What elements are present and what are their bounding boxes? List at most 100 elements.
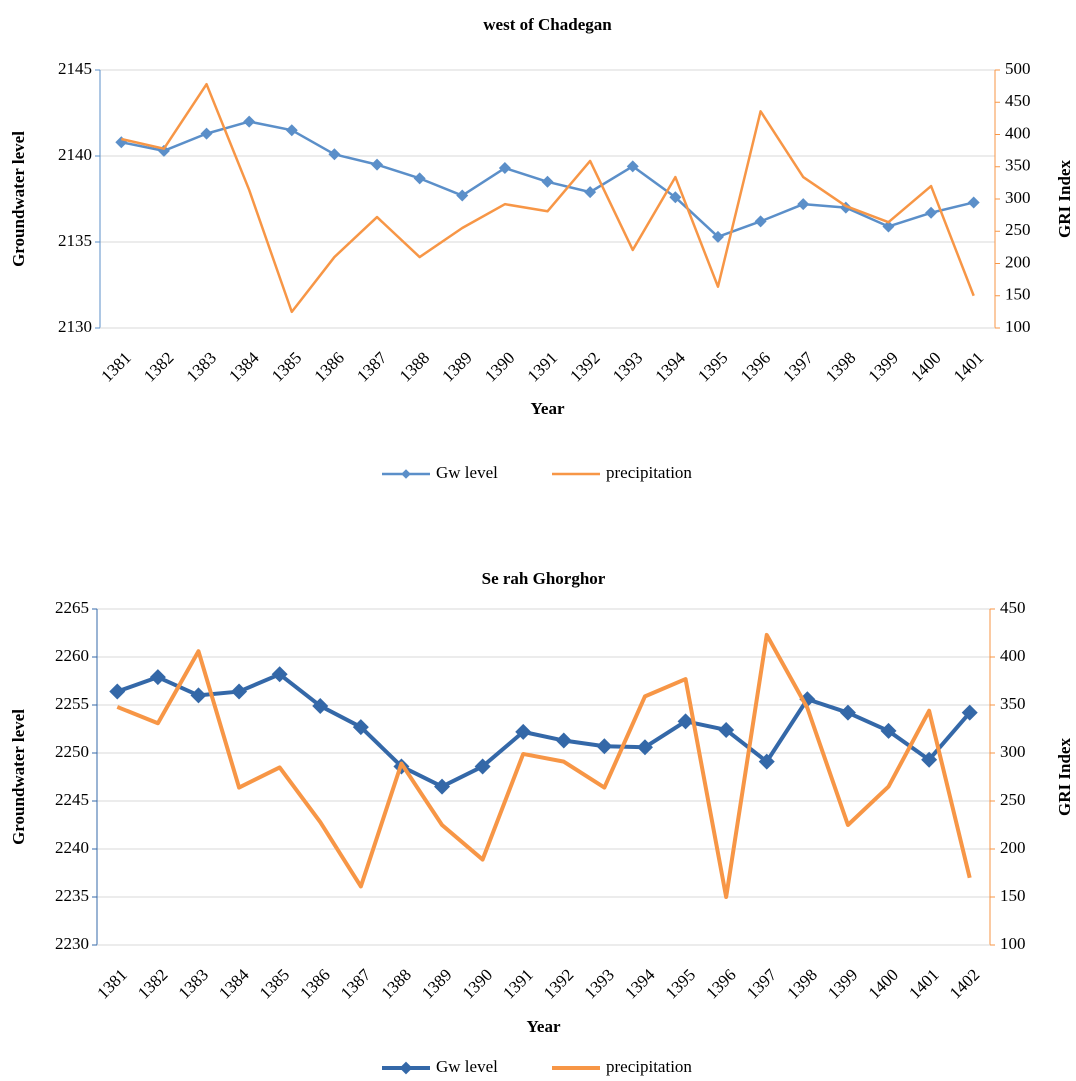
x-tick-label: 1381 xyxy=(93,965,130,1002)
legend-label: precipitation xyxy=(606,463,692,482)
marker xyxy=(456,189,469,202)
x-tick-label: 1391 xyxy=(524,348,561,385)
x-tick-label: 1402 xyxy=(946,965,983,1002)
marker xyxy=(271,666,288,683)
y2-tick-label: 450 xyxy=(1005,91,1031,110)
y2-tick-label: 200 xyxy=(1000,838,1026,857)
marker xyxy=(584,186,597,199)
x-tick-label: 1399 xyxy=(824,965,861,1002)
marker xyxy=(718,721,735,738)
marker xyxy=(115,136,128,149)
x-tick-label: 1390 xyxy=(481,348,518,385)
y2-tick-label: 400 xyxy=(1000,646,1026,665)
y-tick-label: 2265 xyxy=(55,598,89,617)
marker xyxy=(669,191,682,204)
y2-axis-title: GRI Index xyxy=(1055,738,1074,816)
marker xyxy=(711,230,724,243)
x-tick-label: 1393 xyxy=(609,348,646,385)
series-line xyxy=(121,82,975,314)
series-line xyxy=(116,672,972,789)
marker xyxy=(190,687,207,704)
marker xyxy=(677,713,694,730)
x-tick-label: 1394 xyxy=(651,348,689,386)
x-tick-label: 1390 xyxy=(459,965,496,1002)
y2-tick-label: 250 xyxy=(1005,220,1031,239)
y2-tick-label: 150 xyxy=(1005,285,1031,304)
x-tick-label: 1392 xyxy=(566,348,603,385)
marker xyxy=(109,683,126,700)
y2-axis-title: GRI Index xyxy=(1055,160,1074,238)
marker xyxy=(231,683,248,700)
x-tick-label: 1395 xyxy=(662,965,699,1002)
y-tick-label: 2260 xyxy=(55,646,89,665)
y2-tick-label: 250 xyxy=(1000,790,1026,809)
y-tick-label: 2130 xyxy=(58,317,92,336)
x-tick-label: 1389 xyxy=(438,348,475,385)
y2-tick-label: 400 xyxy=(1005,123,1031,142)
x-tick-label: 1387 xyxy=(337,965,375,1003)
x-tick-label: 1387 xyxy=(353,348,391,386)
marker xyxy=(626,160,639,173)
marker xyxy=(474,758,491,775)
x-axis-title: Year xyxy=(527,1017,561,1036)
x-tick-label: 1394 xyxy=(621,965,659,1003)
y2-tick-label: 300 xyxy=(1005,188,1031,207)
y-tick-label: 2230 xyxy=(55,934,89,953)
x-tick-label: 1398 xyxy=(822,348,859,385)
marker xyxy=(758,753,775,770)
y-tick-label: 2235 xyxy=(55,886,89,905)
x-tick-label: 1382 xyxy=(140,348,177,385)
x-tick-label: 1384 xyxy=(225,348,263,386)
series-line xyxy=(116,632,972,899)
x-axis-title: Year xyxy=(531,399,565,418)
y2-tick-label: 300 xyxy=(1000,742,1026,761)
marker xyxy=(285,124,298,137)
x-tick-label: 1392 xyxy=(540,965,577,1002)
marker xyxy=(352,719,369,736)
x-tick-label: 1381 xyxy=(97,348,134,385)
legend-marker xyxy=(401,469,411,479)
x-tick-label: 1399 xyxy=(865,348,902,385)
marker xyxy=(434,778,451,795)
x-tick-label: 1388 xyxy=(396,348,433,385)
y-axis-title: Groundwater level xyxy=(9,709,28,845)
x-tick-label: 1382 xyxy=(134,965,171,1002)
marker xyxy=(880,722,897,739)
marker xyxy=(541,175,554,188)
y-tick-label: 2145 xyxy=(58,59,92,78)
y2-tick-label: 450 xyxy=(1000,598,1026,617)
x-tick-label: 1385 xyxy=(268,348,305,385)
x-tick-label: 1393 xyxy=(581,965,618,1002)
x-tick-label: 1391 xyxy=(499,965,536,1002)
y2-tick-label: 350 xyxy=(1000,694,1026,713)
y-tick-label: 2250 xyxy=(55,742,89,761)
marker xyxy=(961,704,978,721)
y-tick-label: 2140 xyxy=(58,145,92,164)
y2-tick-label: 100 xyxy=(1000,934,1026,953)
legend-label: precipitation xyxy=(606,1057,692,1076)
x-tick-label: 1383 xyxy=(175,965,212,1002)
marker xyxy=(754,215,767,228)
x-tick-label: 1389 xyxy=(418,965,455,1002)
y2-tick-label: 200 xyxy=(1005,252,1031,271)
legend-label: Gw level xyxy=(436,463,498,482)
x-tick-label: 1401 xyxy=(950,348,987,385)
x-tick-label: 1395 xyxy=(694,348,731,385)
y2-tick-label: 100 xyxy=(1005,317,1031,336)
chart-title: Se rah Ghorghor xyxy=(482,569,606,588)
x-tick-label: 1401 xyxy=(905,965,942,1002)
marker xyxy=(413,172,426,185)
x-tick-label: 1400 xyxy=(865,965,902,1002)
x-tick-label: 1388 xyxy=(378,965,415,1002)
x-tick-label: 1396 xyxy=(737,348,774,385)
y2-tick-label: 150 xyxy=(1000,886,1026,905)
legend-marker xyxy=(399,1061,413,1075)
marker xyxy=(839,704,856,721)
x-tick-label: 1384 xyxy=(215,965,253,1003)
marker xyxy=(328,148,341,161)
marker xyxy=(200,127,213,140)
legend-label: Gw level xyxy=(436,1057,498,1076)
y-tick-label: 2135 xyxy=(58,231,92,250)
marker xyxy=(921,751,938,768)
marker xyxy=(925,206,938,219)
